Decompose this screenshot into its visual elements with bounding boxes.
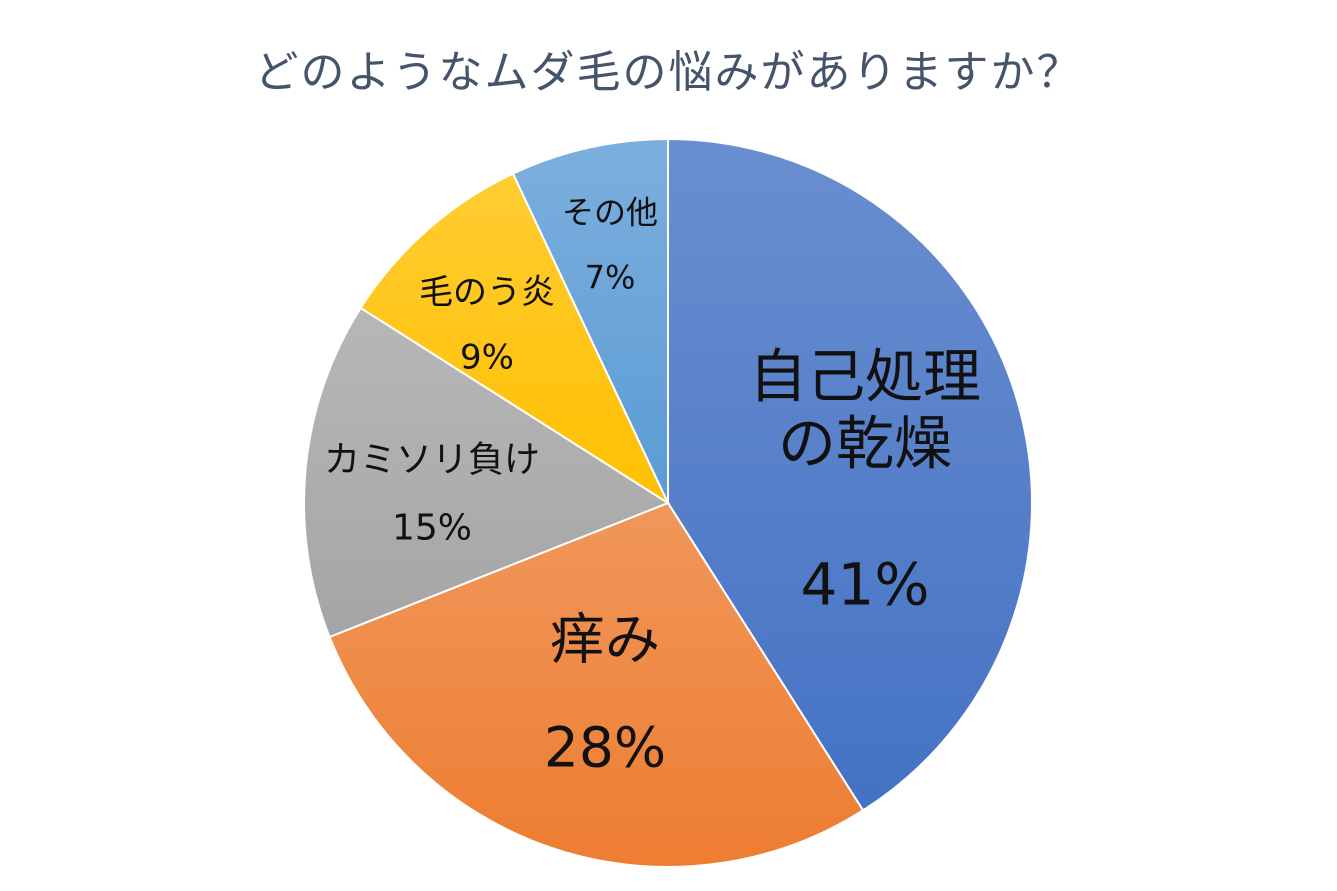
slice-label: 痒み xyxy=(549,607,660,672)
slice-label: 自己処理の乾燥 xyxy=(748,342,981,477)
value-label: 7% xyxy=(584,258,636,297)
chart-title: どのようなムダ毛の悩みがありますか？ xyxy=(254,47,1083,98)
value-label: 9% xyxy=(460,337,514,378)
pie-slice xyxy=(511,137,669,504)
value-label: 41% xyxy=(800,550,930,619)
value-label: 28% xyxy=(543,715,667,780)
pie-slice xyxy=(359,172,671,506)
value-label: 15% xyxy=(391,507,473,549)
slice-label: その他 xyxy=(561,193,658,232)
slice-label: 毛のう炎 xyxy=(419,272,555,313)
pie-slice xyxy=(667,137,1033,812)
slice-label: カミソリ負け xyxy=(323,439,540,481)
pie-slice xyxy=(303,306,671,639)
pie-slice xyxy=(328,501,865,868)
